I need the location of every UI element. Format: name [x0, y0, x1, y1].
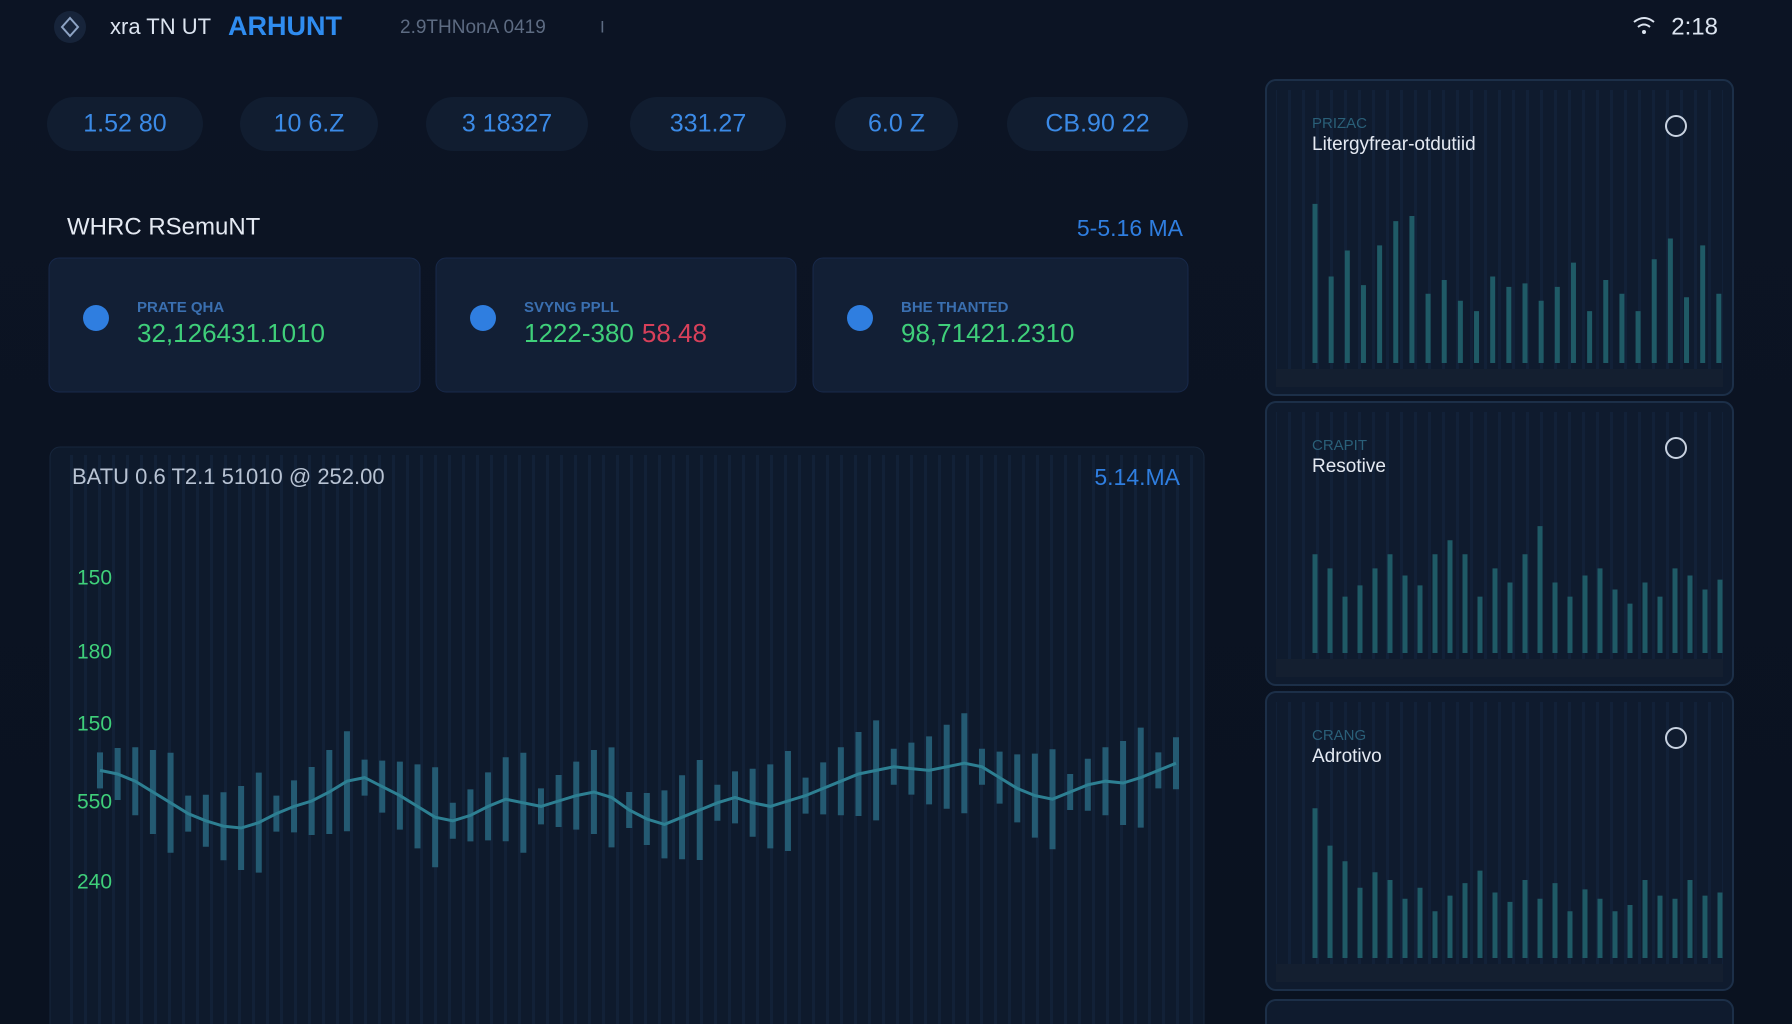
panel-icon — [1665, 727, 1687, 749]
metric-value: 3 18327 — [462, 110, 552, 138]
header-prefix: xra TN UT — [110, 14, 211, 39]
stat-card — [48, 257, 421, 393]
side-stripes — [1276, 412, 1723, 675]
header-meta: 2.9THNonA 0419 — [400, 17, 546, 38]
brand: ARHUNT — [228, 11, 342, 41]
card-extra: 58.48 — [642, 318, 707, 348]
separator: I — [600, 17, 605, 36]
panel-tag: CRANG — [1312, 727, 1366, 744]
stat-card — [812, 257, 1189, 393]
card-label: PRATE QHA — [137, 299, 224, 316]
card-icon — [470, 305, 496, 331]
card-icon — [83, 305, 109, 331]
side-panel — [1265, 999, 1734, 1024]
panel-footer — [1276, 659, 1723, 677]
panel-tag: CRAPIT — [1312, 437, 1367, 454]
panel-icon — [1665, 115, 1687, 137]
clock: 2:18 — [1671, 13, 1718, 40]
main-right: 5.14.MA — [1094, 464, 1180, 490]
metric-value: 1.52 80 — [83, 110, 166, 138]
metric-pill — [1007, 97, 1188, 151]
metric-pill — [630, 97, 786, 151]
wifi-icon — [1633, 17, 1655, 28]
axis-label: 150 — [77, 713, 112, 736]
main-title: BATU 0.6 T2.1 51010 @ 252.00 — [72, 464, 385, 489]
metric-pill — [835, 97, 958, 151]
card-value: 32,126431.1010 — [137, 318, 325, 348]
stat-card — [435, 257, 797, 393]
metric-value: 6.0 Z — [868, 110, 925, 138]
metric-value: 331.27 — [670, 110, 746, 138]
card-label: SVYNG PPLL — [524, 299, 619, 316]
side-stripes — [1276, 90, 1723, 385]
section-title: WHRC RSemuNT — [67, 213, 261, 240]
side-stripes — [1276, 702, 1723, 980]
logo-glyph — [60, 16, 80, 38]
card-icon — [847, 305, 873, 331]
card-label: BHE THANTED — [901, 299, 1009, 316]
logo — [54, 11, 86, 43]
metric-pill — [240, 97, 378, 151]
metric-pill — [47, 97, 203, 151]
metric-value: 10 6.Z — [274, 110, 345, 138]
axis-label: 180 — [77, 641, 112, 664]
metric-pill — [426, 97, 588, 151]
metric-value: CB.90 22 — [1045, 110, 1149, 138]
axis-label: 550 — [77, 791, 112, 814]
axis-label: 150 — [77, 567, 112, 590]
panel-footer — [1276, 369, 1723, 387]
price-line — [99, 761, 1177, 830]
panel-tag: PRIZAC — [1312, 115, 1367, 132]
panel-footer — [1276, 964, 1723, 982]
card-value: 1222-380 — [524, 318, 634, 348]
panel-title: Resotive — [1312, 456, 1386, 477]
section-right: 5-5.16 MA — [1077, 215, 1184, 241]
panel-title: Litergyfrear-otdutiid — [1312, 134, 1476, 155]
card-value: 98,71421.2310 — [901, 318, 1075, 348]
main-stripes — [60, 455, 1194, 1024]
wifi-dot — [1642, 30, 1646, 34]
panel-title: Adrotivo — [1312, 746, 1382, 767]
axis-label: 240 — [77, 871, 112, 894]
panel-icon — [1665, 437, 1687, 459]
